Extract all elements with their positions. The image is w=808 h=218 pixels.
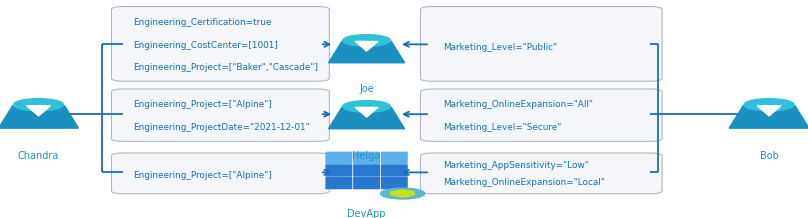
Polygon shape (356, 107, 378, 117)
Text: Engineering_Project=["Alpine"]: Engineering_Project=["Alpine"] (133, 171, 272, 180)
FancyBboxPatch shape (326, 152, 352, 164)
FancyBboxPatch shape (112, 153, 330, 194)
Text: Helga: Helga (352, 151, 381, 161)
Polygon shape (356, 41, 378, 51)
Circle shape (744, 99, 794, 111)
Text: Marketing_OnlineExpansion="Local": Marketing_OnlineExpansion="Local" (444, 179, 605, 187)
Polygon shape (391, 190, 415, 198)
Text: Joe: Joe (360, 84, 374, 94)
FancyBboxPatch shape (381, 177, 408, 189)
FancyBboxPatch shape (420, 89, 662, 141)
Polygon shape (329, 41, 405, 63)
Text: Engineering_Project=["Baker","Cascade"]: Engineering_Project=["Baker","Cascade"] (133, 63, 318, 72)
Text: Marketing_OnlineExpansion="All": Marketing_OnlineExpansion="All" (444, 100, 593, 109)
FancyBboxPatch shape (381, 164, 408, 177)
Circle shape (343, 101, 390, 112)
Text: Engineering_Certification=true: Engineering_Certification=true (133, 18, 271, 27)
Text: Engineering_Project=["Alpine"]: Engineering_Project=["Alpine"] (133, 100, 272, 109)
FancyBboxPatch shape (353, 177, 380, 189)
Text: Engineering_CostCenter=[1001]: Engineering_CostCenter=[1001] (133, 41, 278, 49)
FancyBboxPatch shape (326, 164, 352, 177)
Text: Chandra: Chandra (18, 151, 59, 161)
Polygon shape (27, 106, 51, 116)
FancyBboxPatch shape (112, 89, 330, 141)
Circle shape (381, 188, 425, 199)
Text: Marketing_Level="Secure": Marketing_Level="Secure" (444, 123, 562, 133)
Text: Engineering_ProjectDate="2021-12-01": Engineering_ProjectDate="2021-12-01" (133, 123, 309, 133)
Polygon shape (757, 106, 781, 116)
Polygon shape (0, 106, 78, 128)
Text: Marketing_AppSensitivity="Low": Marketing_AppSensitivity="Low" (444, 161, 589, 170)
FancyBboxPatch shape (326, 177, 352, 189)
FancyBboxPatch shape (353, 152, 380, 164)
FancyBboxPatch shape (381, 152, 408, 164)
Polygon shape (329, 107, 405, 129)
Circle shape (14, 99, 64, 111)
Circle shape (343, 35, 390, 46)
Text: Bob: Bob (760, 151, 779, 161)
Text: DevApp: DevApp (347, 209, 386, 218)
FancyBboxPatch shape (112, 7, 330, 81)
FancyBboxPatch shape (420, 7, 662, 81)
Text: Marketing_Level="Public": Marketing_Level="Public" (444, 43, 558, 52)
FancyBboxPatch shape (353, 164, 380, 177)
FancyBboxPatch shape (420, 153, 662, 194)
Polygon shape (729, 106, 808, 128)
